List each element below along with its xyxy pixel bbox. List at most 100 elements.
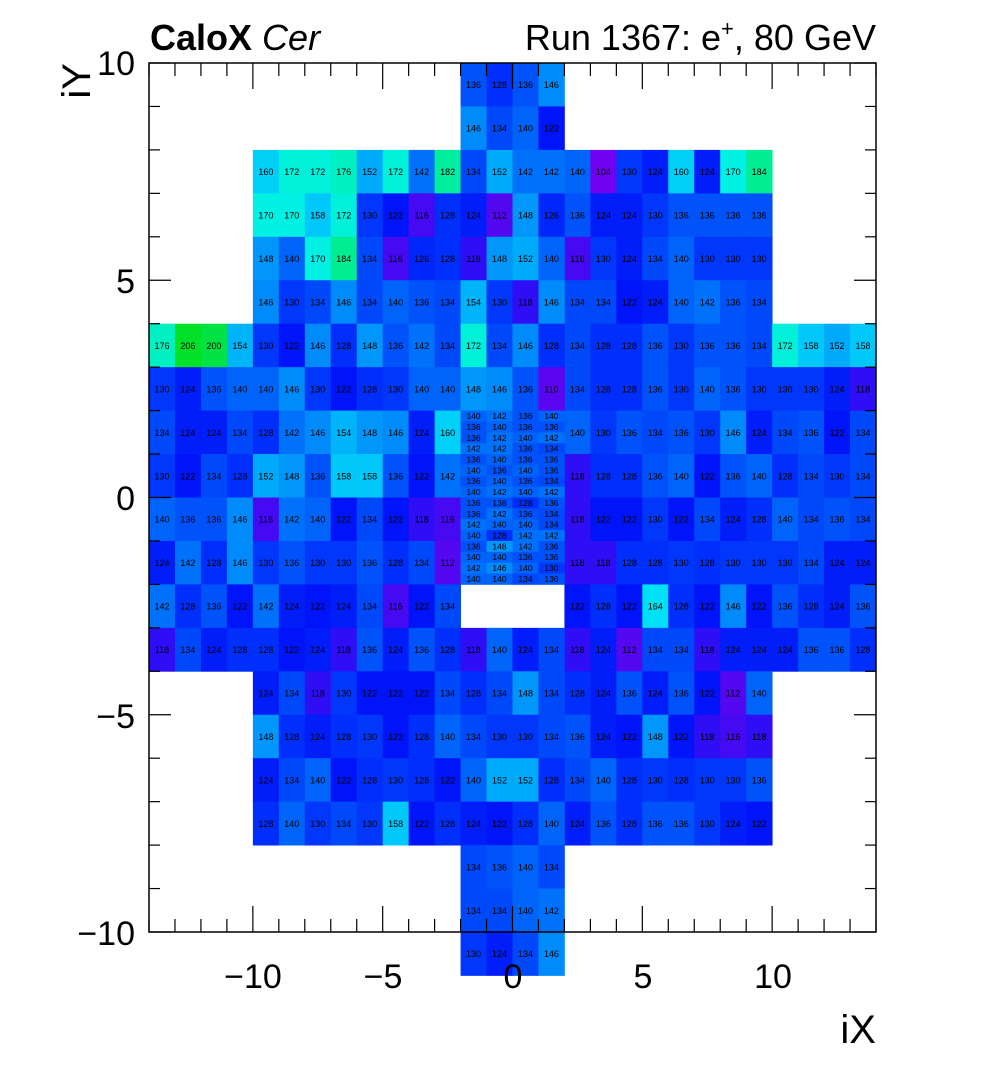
heatmap-cell-label: 124 [310, 645, 325, 655]
heatmap-cell-label: 118 [570, 645, 584, 655]
header-run: Run 1367: e+, 80 GeV [525, 16, 876, 58]
heatmap-cell-label: 130 [596, 254, 611, 264]
heatmap-cell [798, 627, 825, 672]
heatmap-cell-label: 128 [856, 645, 871, 655]
heatmap-cell [746, 193, 773, 238]
fine-heatmap-cell-label: 134 [544, 444, 558, 454]
fine-heatmap-cell [486, 464, 513, 477]
center-heatmap-cell-label: 134 [544, 645, 559, 655]
heatmap-cell-label: 118 [311, 689, 325, 699]
heatmap-cell-label: 124 [258, 689, 273, 699]
heatmap-cell [720, 671, 747, 716]
heatmap-cell [252, 671, 280, 716]
heatmap-cell [616, 758, 643, 803]
heatmap-cell [642, 627, 669, 672]
heatmap-cell [200, 627, 228, 672]
heatmap-cell-label: 134 [362, 602, 377, 612]
heatmap-cell-label: 130 [388, 384, 403, 394]
heatmap-cell-label: 170 [726, 167, 741, 177]
heatmap-cell [746, 671, 773, 716]
heatmap-cell-label: 122 [414, 602, 429, 612]
heatmap-cell [149, 627, 176, 672]
heatmap-cell-label: 130 [258, 341, 273, 351]
heatmap-cell-label: 134 [804, 558, 819, 568]
heatmap-cell [278, 323, 306, 368]
header-run-label: Run 1367: e [525, 17, 721, 58]
heatmap-cell-label: 158 [310, 211, 325, 221]
heatmap-cell-label: 130 [310, 384, 325, 394]
fine-heatmap-cell [460, 508, 487, 520]
heatmap-cell-label: 124 [180, 384, 195, 394]
heatmap-cell [720, 584, 747, 629]
heatmap-cell-label: 128 [622, 471, 637, 481]
fine-heatmap-cell [486, 421, 513, 433]
heatmap-cell-label: 122 [336, 775, 351, 785]
heatmap-cell-label: 140 [778, 515, 793, 525]
heatmap-cell-label: 112 [440, 558, 454, 568]
heatmap-cell [252, 540, 280, 585]
heatmap-cell [252, 497, 280, 542]
heatmap-cell [304, 367, 332, 411]
fine-heatmap-cell-label: 142 [492, 411, 506, 421]
heatmap-cell-label: 136 [674, 819, 689, 829]
heatmap-cell-label: 130 [726, 775, 741, 785]
heatmap-cell-label: 140 [752, 471, 767, 481]
heatmap-cell-label: 122 [700, 602, 715, 612]
heatmap-cell-label: 134 [232, 428, 247, 438]
heatmap-cell [720, 627, 747, 672]
center-heatmap-cell [486, 758, 513, 803]
heatmap-cell-label: 136 [830, 515, 845, 525]
heatmap-cell [434, 149, 461, 194]
heatmap-cell [330, 367, 358, 411]
heatmap-cell-label: 148 [362, 428, 377, 438]
x-tick-label-0: 0 [504, 958, 523, 996]
heatmap-cell [590, 149, 617, 194]
heatmap-cell-label: 136 [674, 689, 689, 699]
heatmap-cell [642, 454, 669, 498]
center-heatmap-cell-label: 146 [544, 949, 559, 959]
heatmap-cell [798, 410, 825, 455]
heatmap-cell [278, 193, 306, 238]
heatmap-cell-label: 118 [414, 515, 428, 525]
fine-heatmap-cell-label: 136 [544, 574, 558, 584]
center-heatmap-cell [486, 714, 513, 759]
fine-heatmap-cell [486, 497, 513, 509]
heatmap-cell [434, 454, 461, 498]
center-heatmap-cell-label: 154 [466, 297, 481, 307]
heatmap-cell-label: 124 [414, 428, 429, 438]
heatmap-cell-label: 130 [362, 732, 377, 742]
heatmap-cell-label: 152 [830, 341, 845, 351]
fine-heatmap-cell [538, 519, 565, 531]
heatmap-cell-label: 134 [752, 341, 767, 351]
heatmap-cell-label: 136 [570, 732, 585, 742]
heatmap-cell-label: 136 [596, 819, 611, 829]
heatmap-cell-label: 136 [362, 558, 377, 568]
heatmap-cell-label: 134 [180, 645, 195, 655]
heatmap-cell [252, 323, 280, 368]
heatmap-cell-label: 124 [206, 428, 221, 438]
heatmap-cell [252, 236, 280, 281]
heatmap-cell [382, 584, 410, 629]
fine-heatmap-cell [538, 562, 565, 574]
heatmap-cell [330, 323, 358, 368]
center-heatmap-cell [512, 758, 539, 803]
heatmap-cell [746, 540, 773, 585]
heatmap-cell [616, 627, 643, 672]
heatmap-cell-label: 116 [440, 515, 454, 525]
fine-heatmap-cell-label: 140 [492, 454, 506, 464]
center-heatmap-cell-label: 136 [518, 384, 533, 394]
heatmap-cell-label: 136 [752, 211, 767, 221]
heatmap-cell-label: 124 [596, 732, 611, 742]
heatmap-cell-label: 124 [206, 645, 221, 655]
heatmap-cell [278, 714, 306, 759]
heatmap-cell [174, 497, 202, 542]
fine-heatmap-cell-label: 128 [492, 531, 506, 541]
heatmap-cell [642, 671, 669, 716]
heatmap-cell-label: 116 [726, 732, 740, 742]
heatmap-cell [720, 280, 747, 325]
heatmap-cell [252, 801, 280, 846]
center-heatmap-cell-label: 148 [466, 384, 481, 394]
center-heatmap-cell [538, 627, 565, 672]
fine-heatmap-cell-label: 136 [518, 444, 532, 454]
heatmap-cell-label: 122 [232, 602, 247, 612]
